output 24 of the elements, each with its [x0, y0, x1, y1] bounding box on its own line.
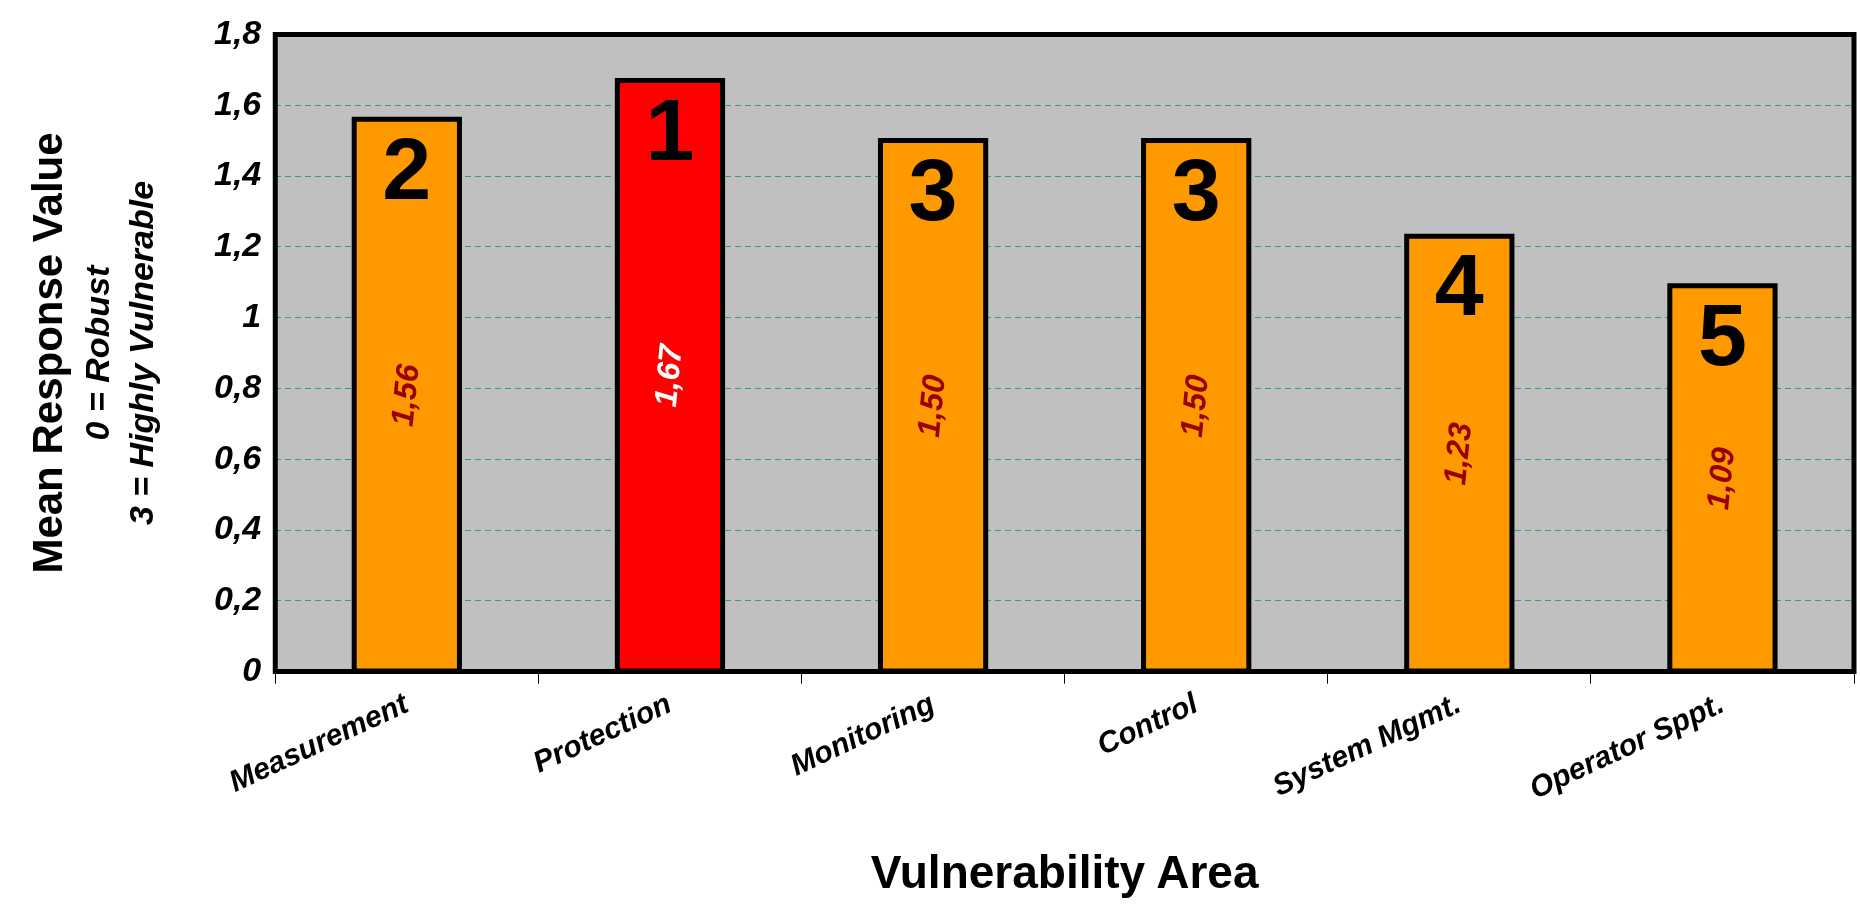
- annotation: 3: [1171, 139, 1221, 239]
- data-label: 1,50: [909, 372, 952, 439]
- data-label: 1,23: [1436, 420, 1479, 487]
- y-tick-label: 1,4: [214, 154, 262, 193]
- y-axis-title: Mean Response Value 0 = Robust 3 = Highly Vulnerable: [23, 132, 161, 574]
- y-tick-label: 1,2: [214, 225, 262, 264]
- y-tick-label: 1: [242, 295, 262, 334]
- data-label: 1,56: [383, 362, 426, 429]
- annotation: 1: [645, 79, 695, 179]
- y-tick-label: 1,8: [214, 12, 262, 51]
- y-tick-label: 0,8: [214, 366, 262, 405]
- data-label: 1,67: [646, 340, 690, 409]
- annotation: 2: [382, 118, 432, 218]
- annotation: 3: [908, 139, 958, 239]
- y-tick-label: 0,4: [214, 508, 262, 547]
- annotation: 4: [1434, 235, 1484, 335]
- y-tick-label: 0,2: [214, 579, 262, 618]
- y-tick-label: 0: [242, 649, 262, 688]
- y-tick-label: 1,6: [214, 83, 263, 122]
- data-label: 1,50: [1173, 372, 1216, 439]
- x-axis-title: Vulnerability Area: [870, 845, 1259, 898]
- data-label: 1,09: [1699, 445, 1742, 512]
- annotation: 5: [1697, 285, 1747, 385]
- y-tick-label: 0,6: [214, 437, 263, 476]
